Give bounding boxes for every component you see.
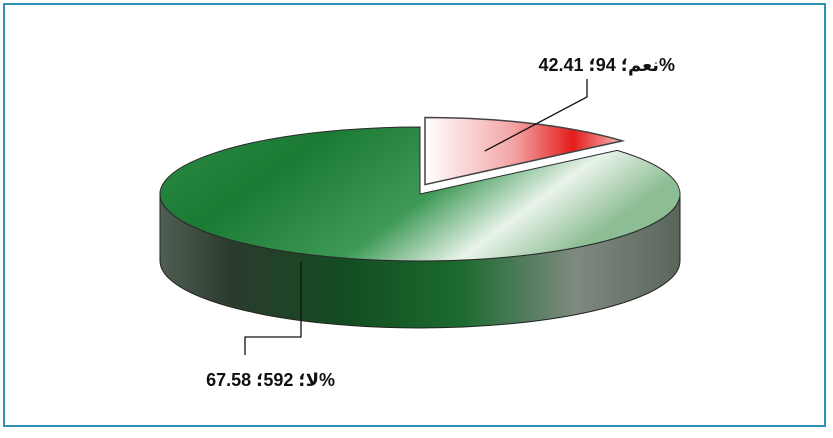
slice-labels: نعم؛ 94؛ 42.41% لا؛ 592؛ 67.58%	[206, 55, 675, 390]
leader-line	[484, 79, 588, 152]
chart-frame: نعم؛ 94؛ 42.41% لا؛ 592؛ 67.58%	[3, 3, 826, 427]
pie-slice	[159, 126, 681, 262]
leader-lines	[244, 79, 588, 355]
pie-chart: نعم؛ 94؛ 42.41% لا؛ 592؛ 67.58%	[159, 55, 681, 390]
slice-label: لا؛ 592؛ 67.58%	[206, 370, 335, 390]
pie-tops	[159, 116, 681, 262]
leader-line	[244, 262, 302, 355]
slice-label: نعم؛ 94؛ 42.41%	[538, 55, 675, 75]
pie-slice	[424, 116, 626, 186]
